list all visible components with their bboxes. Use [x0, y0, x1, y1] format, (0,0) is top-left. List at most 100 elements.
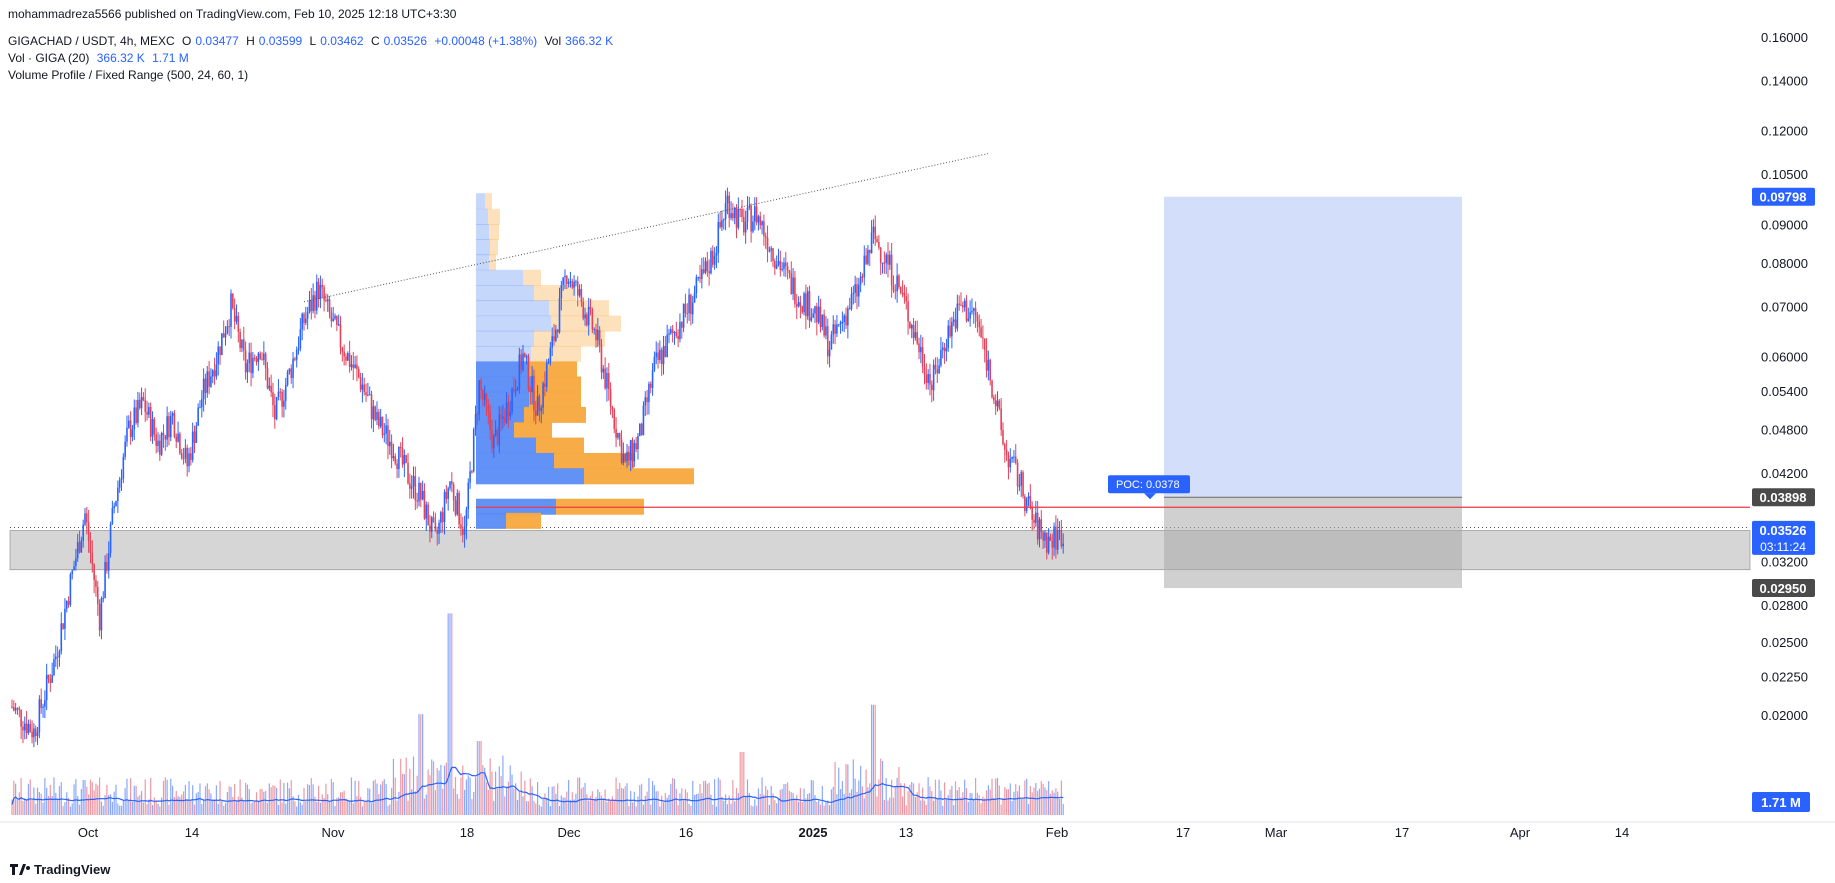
candle	[295, 346, 298, 368]
candle	[427, 501, 429, 526]
candle	[62, 622, 64, 630]
candle	[315, 274, 318, 315]
candle	[511, 387, 513, 416]
volume-bar	[266, 802, 269, 815]
candle	[159, 434, 161, 461]
candle	[472, 427, 475, 473]
candle-body	[983, 338, 986, 350]
candle	[843, 313, 845, 333]
candle-body	[646, 397, 648, 403]
candle-body	[230, 293, 232, 327]
candle	[1000, 398, 1002, 436]
candle-body	[471, 471, 473, 473]
volume-bar	[418, 714, 420, 815]
candle	[726, 187, 729, 215]
candle	[336, 315, 338, 332]
volume-bar	[374, 779, 376, 815]
candle-body	[270, 385, 272, 393]
candle-body	[263, 353, 265, 360]
volume-bar	[26, 799, 28, 815]
candle-body	[682, 303, 685, 328]
volume-badge-box	[1752, 792, 1810, 812]
volume-bar	[434, 790, 436, 815]
candle	[971, 298, 973, 315]
candle-body	[86, 513, 88, 523]
candle-body	[951, 321, 953, 337]
candle-body	[640, 423, 643, 435]
candle-body	[978, 321, 981, 328]
price-badge-text: 0.03898	[1760, 490, 1807, 505]
candle-body	[941, 347, 944, 350]
volume-bar	[739, 752, 741, 815]
volume-bar	[473, 791, 475, 815]
candle-body	[664, 346, 667, 357]
candle	[11, 699, 13, 709]
poc-label-pointer	[1144, 493, 1156, 500]
volume-bar	[555, 793, 557, 815]
candle-body	[213, 370, 216, 377]
candle-body	[847, 308, 849, 326]
candle	[589, 298, 592, 316]
candle-body	[390, 441, 393, 459]
candle-body	[288, 368, 291, 372]
volume-bar	[761, 777, 763, 815]
volume-bar	[15, 783, 17, 815]
candle	[772, 247, 774, 268]
candle-body	[1051, 540, 1054, 548]
candle	[128, 415, 130, 429]
volume-bar	[398, 791, 400, 815]
volume-bar	[354, 780, 356, 815]
volume-bar	[856, 791, 858, 815]
price-badge-box	[1752, 488, 1815, 507]
candle	[29, 719, 32, 733]
candle	[430, 515, 433, 539]
candle	[657, 342, 659, 369]
volume-bar	[224, 803, 227, 815]
volume-bar	[422, 714, 424, 815]
legend-volume-indicator[interactable]: Vol · GIGA (20) 366.32 K 1.71 M	[8, 51, 193, 65]
candle	[613, 407, 616, 434]
volume-bar	[493, 800, 495, 815]
candle	[1062, 533, 1064, 554]
candle	[288, 368, 291, 375]
candle	[106, 553, 108, 574]
candle	[359, 372, 362, 393]
candle	[578, 284, 581, 298]
candle-body	[135, 407, 137, 423]
candle-body	[67, 600, 70, 605]
candle-body	[688, 294, 690, 314]
volume-bar	[40, 793, 42, 815]
volume-bar	[449, 613, 451, 815]
volume-bar	[29, 779, 31, 815]
legend-volume-profile[interactable]: Volume Profile / Fixed Range (500, 24, 6…	[8, 68, 252, 82]
candle-body	[45, 674, 48, 701]
candle-body	[516, 388, 519, 391]
volume-bar	[954, 781, 957, 815]
candle	[666, 324, 668, 358]
candle	[493, 433, 495, 458]
candle-body	[443, 491, 446, 523]
candle-body	[308, 299, 311, 313]
volume-bar	[538, 804, 541, 815]
volume-bar	[128, 800, 130, 815]
candle-body	[704, 261, 707, 273]
candle-body	[558, 298, 561, 333]
volume-bar	[378, 794, 380, 815]
candle	[675, 321, 678, 339]
profile-down-bar	[533, 376, 581, 393]
tradingview-logo[interactable]: TradingView	[10, 862, 110, 877]
volume-bar	[100, 801, 103, 815]
volume-bar	[213, 799, 216, 815]
candle-body	[60, 623, 63, 652]
candle	[191, 422, 194, 463]
candle-body	[219, 346, 221, 355]
volume-bar	[78, 804, 81, 815]
candle-body	[22, 726, 24, 731]
volume-bar	[580, 788, 582, 815]
candle	[956, 294, 959, 332]
candle	[774, 258, 776, 276]
candle-body	[325, 300, 327, 302]
candle-body	[363, 384, 366, 393]
candle-body	[144, 400, 147, 412]
